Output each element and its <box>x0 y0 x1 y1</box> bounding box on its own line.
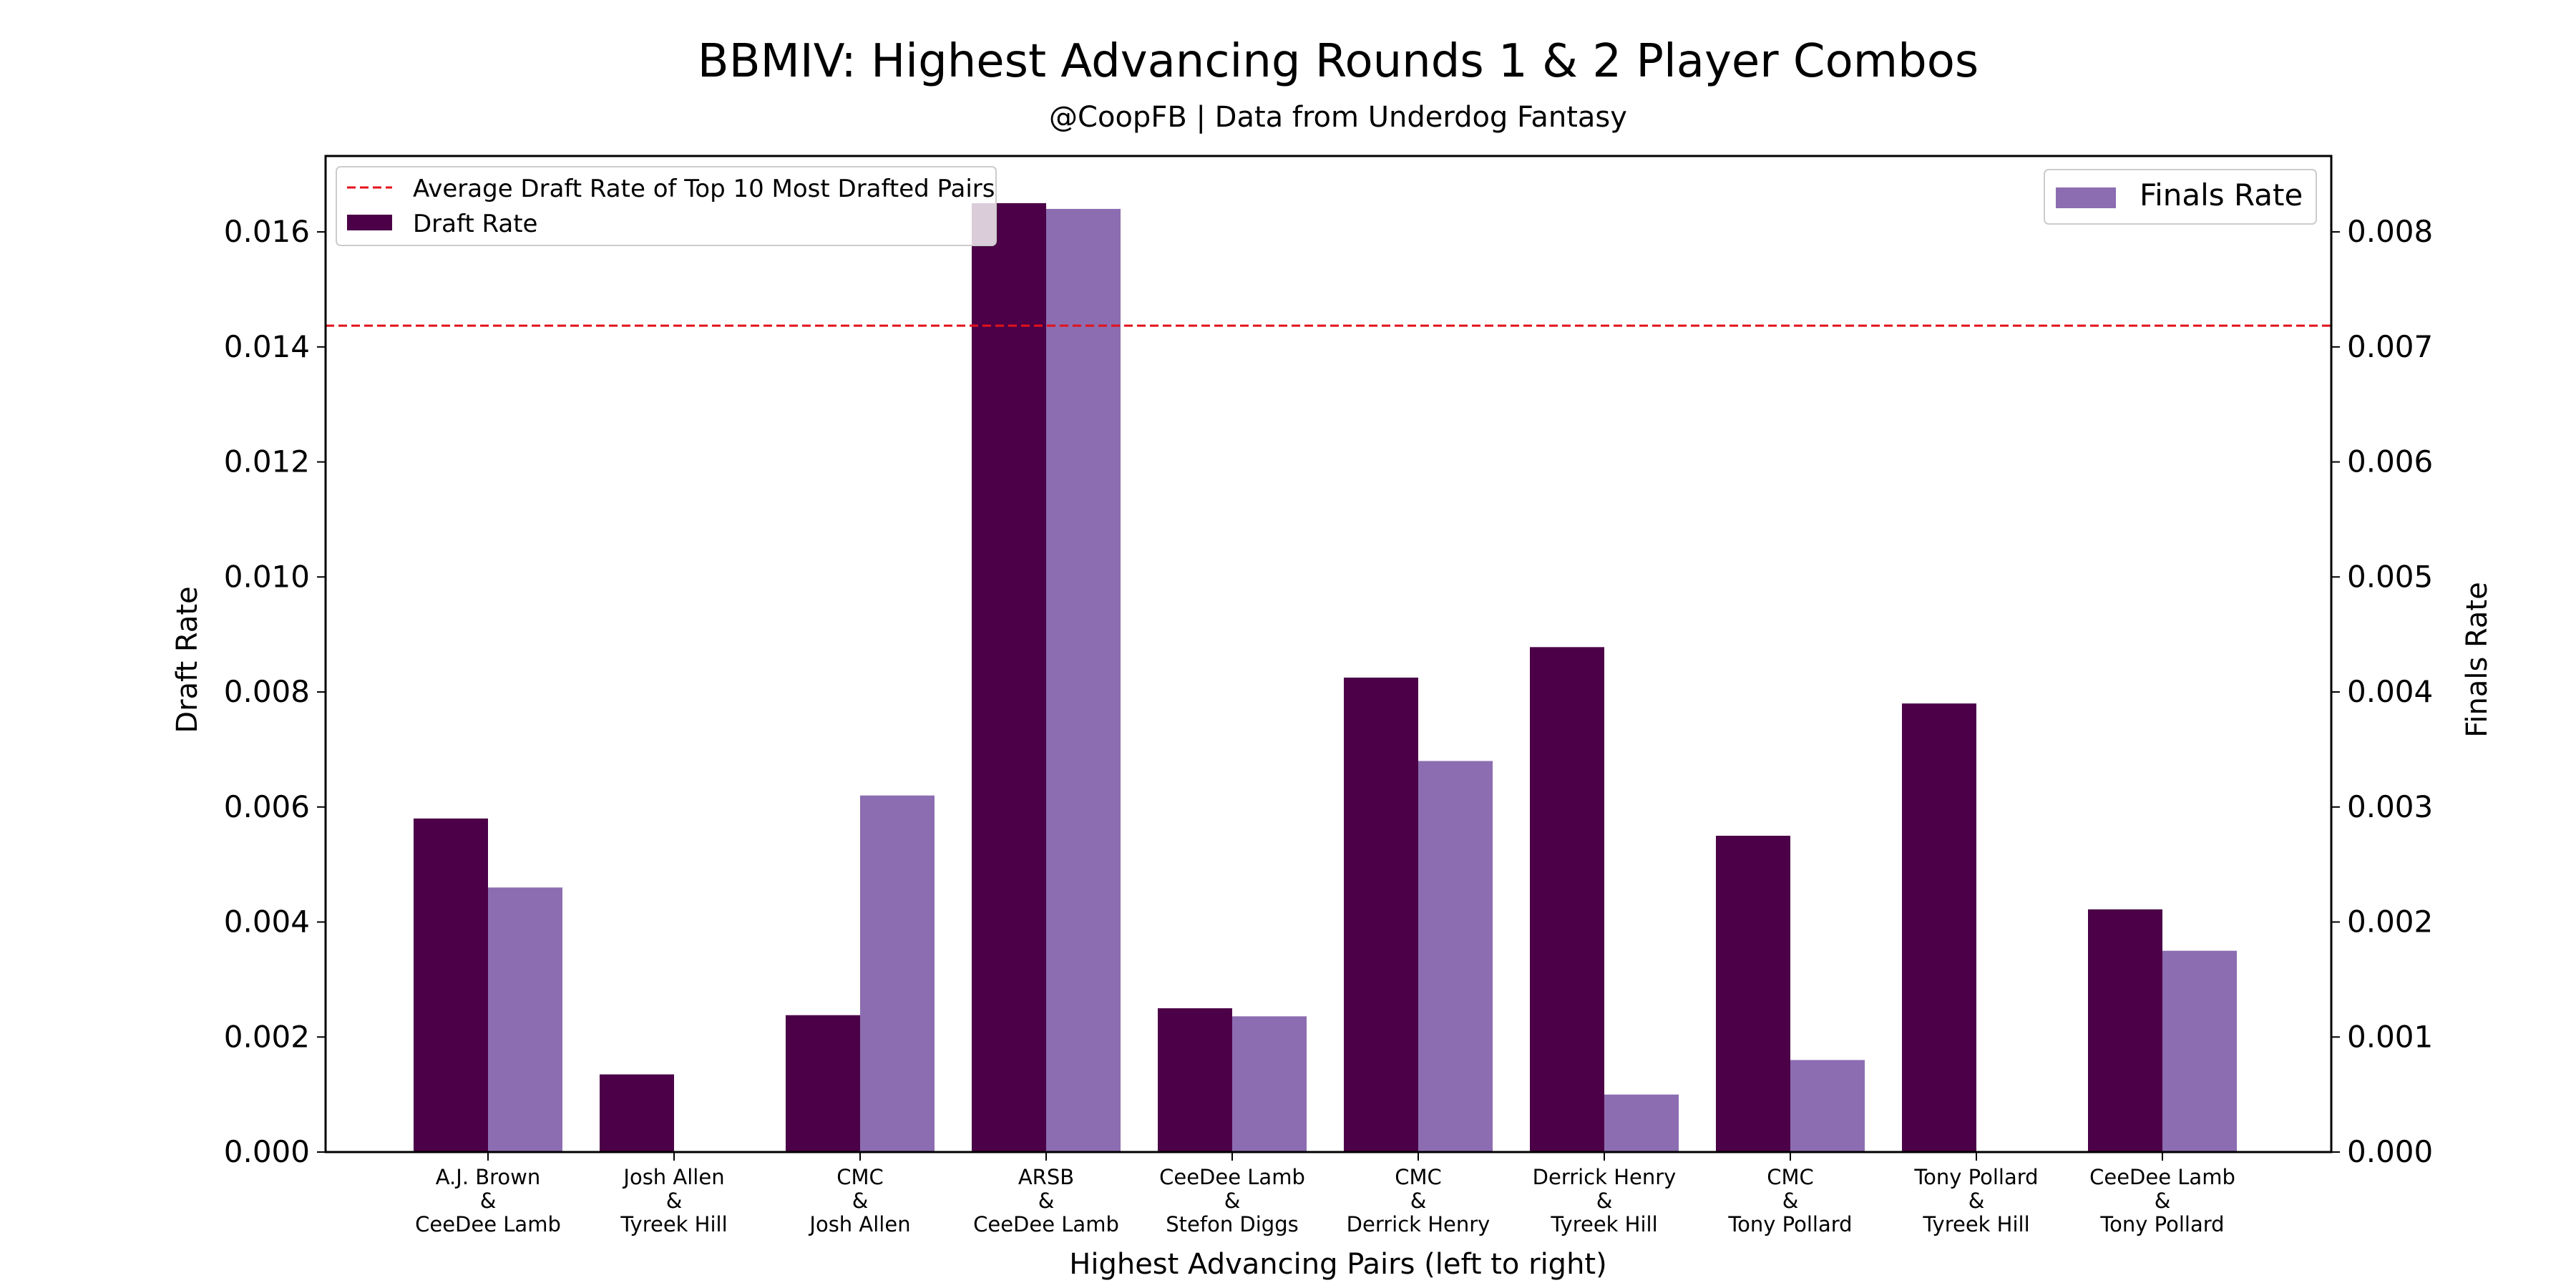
x-tick-label: CMC & Tony Pollard <box>1727 1165 1852 1236</box>
y-axis-label: Draft Rate <box>171 586 204 733</box>
draft-rate-bar <box>1530 647 1604 1152</box>
y2-tick-label: 0.002 <box>2347 904 2433 940</box>
y-tick-label: 0.008 <box>224 674 310 709</box>
x-axis-label: Highest Advancing Pairs (left to right) <box>1069 1248 1606 1281</box>
x-tick-label: CMC & Josh Allen <box>808 1165 910 1236</box>
x-tick-label: CeeDee Lamb & Stefon Diggs <box>1159 1165 1305 1236</box>
draft-rate-bar <box>1158 1008 1232 1152</box>
y2-tick-label: 0.005 <box>2347 559 2433 594</box>
y2-tick-label: 0.000 <box>2347 1134 2433 1169</box>
x-tick-label: Josh Allen & Tyreek Hill <box>620 1165 727 1236</box>
x-tick-label: Derrick Henry & Tyreek Hill <box>1533 1165 1677 1236</box>
y-tick-label: 0.006 <box>224 789 310 824</box>
y-tick-label: 0.014 <box>224 329 310 364</box>
legend-finals-label: Finals Rate <box>2140 177 2303 213</box>
draft-rate-bar <box>786 1015 860 1152</box>
legend-right: Finals Rate <box>2044 169 2317 225</box>
finals-rate-bar <box>1418 761 1493 1152</box>
finals-rate-bar <box>1232 1016 1307 1152</box>
y-tick-label: 0.016 <box>224 214 310 249</box>
legend-draft-label: Draft Rate <box>413 210 537 238</box>
y-tick-label: 0.002 <box>224 1019 310 1054</box>
y2-tick-label: 0.001 <box>2347 1019 2433 1054</box>
y-tick-label: 0.010 <box>224 559 310 594</box>
y2-tick-label: 0.006 <box>2347 444 2433 479</box>
finals-rate-bar <box>2162 950 2237 1152</box>
draft-rate-bar <box>1716 835 1790 1152</box>
draft-rate-bar <box>414 818 488 1152</box>
y-tick-label: 0.000 <box>224 1134 310 1169</box>
y-tick-label: 0.012 <box>224 444 310 479</box>
y2-tick-label: 0.003 <box>2347 789 2433 824</box>
draft-rate-bar <box>972 203 1046 1152</box>
chart-subtitle: @CoopFB | Data from Underdog Fantasy <box>1049 101 1627 134</box>
x-tick-label: Tony Pollard & Tyreek Hill <box>1913 1165 2038 1236</box>
finals-rate-bar <box>1604 1094 1679 1152</box>
finals-rate-bar <box>1790 1060 1865 1152</box>
x-tick-label: CMC & Derrick Henry <box>1347 1165 1491 1236</box>
y2-axis-label: Finals Rate <box>2461 582 2494 737</box>
y2-tick-label: 0.007 <box>2347 329 2433 364</box>
axes-layer: 0.000 0.002 0.004 0.006 0.008 0.010 0.012 0.014… <box>224 155 2433 1236</box>
x-tick-label: A.J. Brown & CeeDee Lamb <box>415 1165 561 1236</box>
x-tick-label: ARSB & CeeDee Lamb <box>973 1165 1119 1236</box>
chart-title: BBMIV: Highest Advancing Rounds 1 & 2 Pl… <box>698 35 1979 88</box>
legend-refline-label: Average Draft Rate of Top 10 Most Drafte… <box>413 175 995 203</box>
draft-rate-bar <box>1344 677 1418 1152</box>
draft-rate-bar <box>2088 909 2162 1152</box>
legend-left-frame <box>336 166 997 246</box>
draft-rate-bar <box>1902 703 1976 1152</box>
bars-layer <box>414 203 2237 1152</box>
finals-rate-bar <box>860 795 935 1152</box>
legend-finals-swatch <box>2056 187 2116 208</box>
draft-rate-bar <box>600 1074 674 1152</box>
legend-left: Average Draft Rate of Top 10 Most Drafte… <box>336 166 997 246</box>
x-tick-label: CeeDee Lamb & Tony Pollard <box>2089 1165 2235 1236</box>
plot-frame <box>324 155 2333 1153</box>
finals-rate-bar <box>1046 208 1121 1152</box>
legend-draft-swatch <box>347 215 392 230</box>
y2-tick-label: 0.008 <box>2347 214 2433 249</box>
y-tick-label: 0.004 <box>224 904 310 940</box>
y2-tick-label: 0.004 <box>2347 674 2433 709</box>
legend-right-frame <box>2044 169 2317 225</box>
finals-rate-bar <box>488 887 562 1152</box>
